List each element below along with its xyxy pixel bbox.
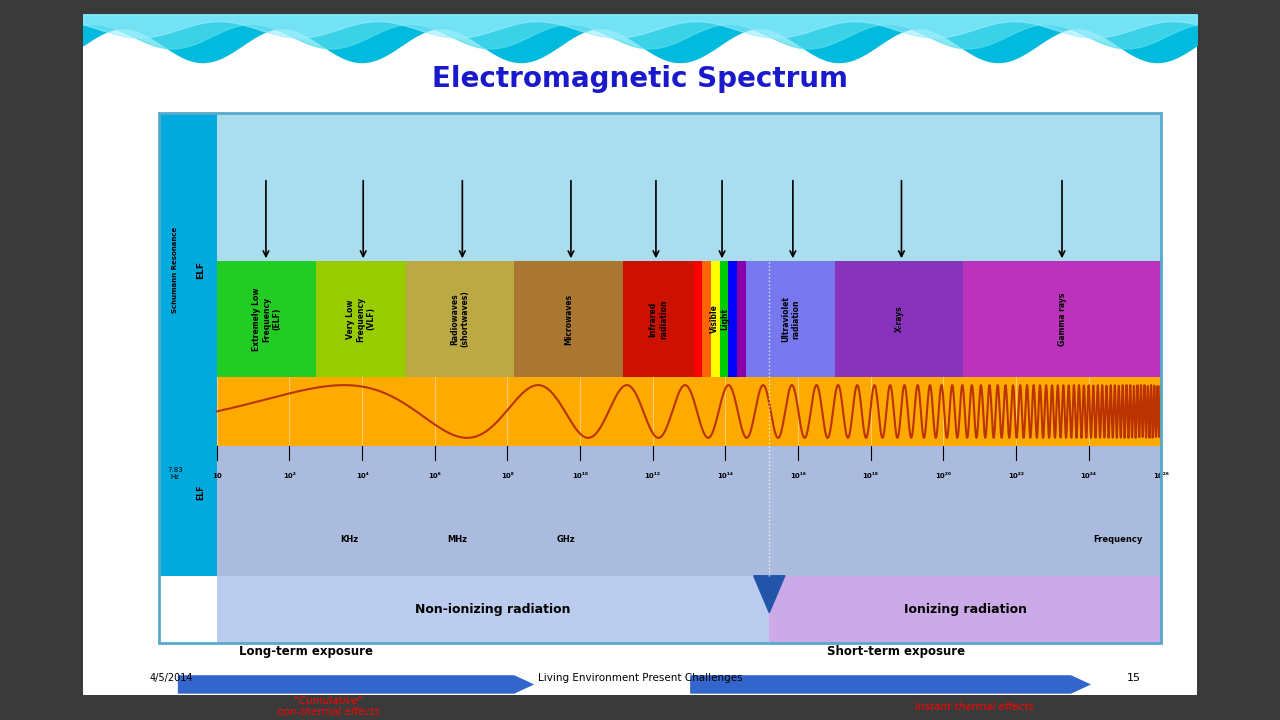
- Text: 10²: 10²: [283, 473, 296, 480]
- Text: 10²⁶: 10²⁶: [1153, 473, 1169, 480]
- Text: Very Low
Frequency
(VLF): Very Low Frequency (VLF): [346, 297, 376, 341]
- Text: Short-term exposure: Short-term exposure: [827, 644, 965, 657]
- Bar: [216, 446, 1161, 576]
- Text: 10: 10: [212, 473, 221, 480]
- Text: 15: 15: [1128, 672, 1142, 683]
- Text: Ionizing radiation: Ionizing radiation: [904, 603, 1027, 616]
- Text: "Cumulative"
non-thermal effects: "Cumulative" non-thermal effects: [276, 696, 379, 717]
- Bar: [159, 113, 1161, 643]
- Text: 10¹⁴: 10¹⁴: [717, 473, 733, 480]
- Bar: [769, 576, 1161, 643]
- Text: 7.83
Hz: 7.83 Hz: [168, 467, 183, 480]
- Bar: [694, 261, 703, 377]
- Text: 10¹⁰: 10¹⁰: [572, 473, 588, 480]
- Bar: [710, 261, 719, 377]
- Text: Instant thermal effects: Instant thermal effects: [915, 702, 1033, 711]
- Text: Extremely Low
Frequency
(ELF): Extremely Low Frequency (ELF): [251, 287, 282, 351]
- Text: 10⁶: 10⁶: [429, 473, 442, 480]
- Bar: [623, 261, 694, 377]
- Text: KHz: KHz: [340, 535, 358, 544]
- Text: Electromagnetic Spectrum: Electromagnetic Spectrum: [433, 65, 849, 93]
- Text: 10¹⁸: 10¹⁸: [863, 473, 878, 480]
- Text: MHz: MHz: [448, 535, 467, 544]
- Bar: [836, 261, 963, 377]
- Text: 10⁴: 10⁴: [356, 473, 369, 480]
- Text: Gamma rays: Gamma rays: [1057, 292, 1066, 346]
- Bar: [316, 261, 406, 377]
- Text: Radiowaves
(shortwaves): Radiowaves (shortwaves): [451, 291, 470, 347]
- Bar: [216, 576, 769, 643]
- Text: Long-term exposure: Long-term exposure: [239, 644, 372, 657]
- Bar: [216, 261, 316, 377]
- Bar: [737, 261, 746, 377]
- Text: X-rays: X-rays: [895, 305, 904, 332]
- Text: 10²⁰: 10²⁰: [936, 473, 951, 480]
- Bar: [216, 113, 1161, 261]
- Text: 10²²: 10²²: [1007, 473, 1024, 480]
- Text: GHz: GHz: [557, 535, 576, 544]
- Text: Ultraviolet
radiation: Ultraviolet radiation: [781, 296, 800, 342]
- Polygon shape: [754, 576, 785, 613]
- Text: ELF: ELF: [196, 261, 205, 279]
- Text: Non-ionizing radiation: Non-ionizing radiation: [415, 603, 571, 616]
- Text: 10²⁴: 10²⁴: [1080, 473, 1097, 480]
- Text: Microwaves: Microwaves: [564, 293, 573, 344]
- Bar: [406, 261, 515, 377]
- Text: 10⁸: 10⁸: [500, 473, 513, 480]
- Text: Infrared
radiation: Infrared radiation: [649, 300, 668, 338]
- FancyArrow shape: [690, 675, 1091, 693]
- Bar: [963, 261, 1161, 377]
- Text: ELF: ELF: [196, 485, 205, 500]
- Bar: [159, 113, 216, 576]
- Text: Frequency: Frequency: [1093, 535, 1142, 544]
- Text: 10¹⁶: 10¹⁶: [790, 473, 806, 480]
- Bar: [746, 261, 836, 377]
- Bar: [515, 261, 623, 377]
- Text: Living Environment Present Challenges: Living Environment Present Challenges: [538, 672, 742, 683]
- Text: 10¹²: 10¹²: [645, 473, 660, 480]
- Bar: [703, 261, 710, 377]
- Text: Schumann Resonance: Schumann Resonance: [172, 228, 178, 313]
- Bar: [216, 377, 1161, 446]
- Bar: [719, 261, 728, 377]
- Text: 4/5/2014: 4/5/2014: [150, 672, 193, 683]
- Text: Visible
Light: Visible Light: [710, 305, 730, 333]
- Bar: [728, 261, 737, 377]
- FancyArrow shape: [178, 675, 534, 693]
